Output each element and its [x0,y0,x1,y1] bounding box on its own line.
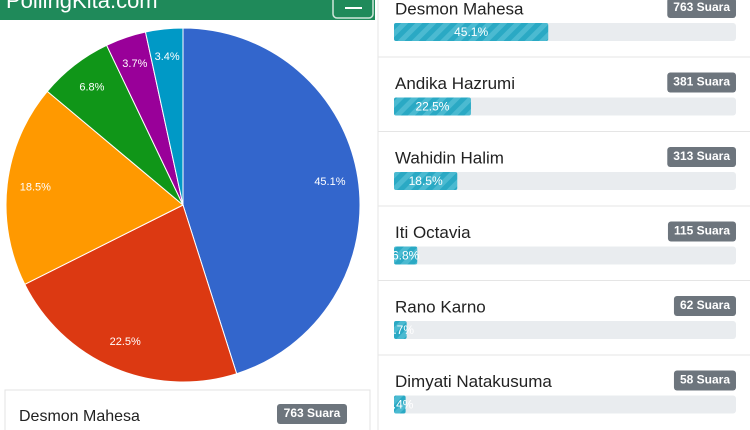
vote-badge [277,404,347,424]
vote-count: 115 Suara [674,224,730,238]
progress-bar [394,97,471,116]
progress-track [394,321,736,339]
candidate-name: Wahidin Halim [395,148,504,167]
progress-bar [394,246,418,265]
progress-label: 22.5% [415,100,449,114]
vote-badge [667,147,736,167]
progress-track [394,97,736,116]
vote-count: 381 Suara [673,75,730,89]
progress-bar [394,23,549,41]
progress-track [394,172,736,190]
progress-label: 3.4% [386,398,414,412]
vote-badge [673,370,736,391]
slice-label: 18.5% [20,182,51,194]
slice-label: 3.4% [155,51,180,63]
candidate-name: Desmon Mahesa [395,0,524,18]
progress-label: 3.7% [387,323,415,337]
vote-count: 58 Suara [680,373,730,387]
candidate-name: Iti Octavia [395,223,471,242]
progress-track [394,395,736,414]
slice-label: 45.1% [314,176,345,188]
slice-label: 6.8% [79,81,104,93]
candidate-name: Desmon Mahesa [19,408,140,425]
progress-track [394,246,736,265]
progress-bar [394,172,458,190]
vote-badge [667,221,736,242]
vote-badge [667,72,736,93]
progress-bar [394,321,407,339]
pie-slice [24,204,238,383]
app-header [0,0,375,20]
slice-label: 22.5% [110,336,141,348]
progress-label: 18.5% [409,174,443,188]
pie-slice [144,27,184,206]
slice-label: 3.7% [122,58,147,70]
candidate-name: Rano Karno [395,297,486,316]
vote-badge [667,0,736,18]
pie-slice [5,90,184,286]
progress-label: 6.8% [392,249,420,263]
pie-slice [182,27,361,375]
candidate-name: Andika Hazrumi [395,74,515,93]
candidate-name: Dimyati Natakusuma [395,372,552,391]
menu-button[interactable] [332,0,374,19]
vote-count: 763 Suara [673,0,730,14]
vote-count: 763 Suara [284,406,341,420]
vote-count: 62 Suara [680,298,730,312]
progress-bar [394,395,406,414]
app-title: PollingKita.com [6,0,158,13]
vote-count: 313 Suara [673,149,730,163]
vote-badge [673,296,736,316]
progress-label: 45.1% [454,25,488,39]
